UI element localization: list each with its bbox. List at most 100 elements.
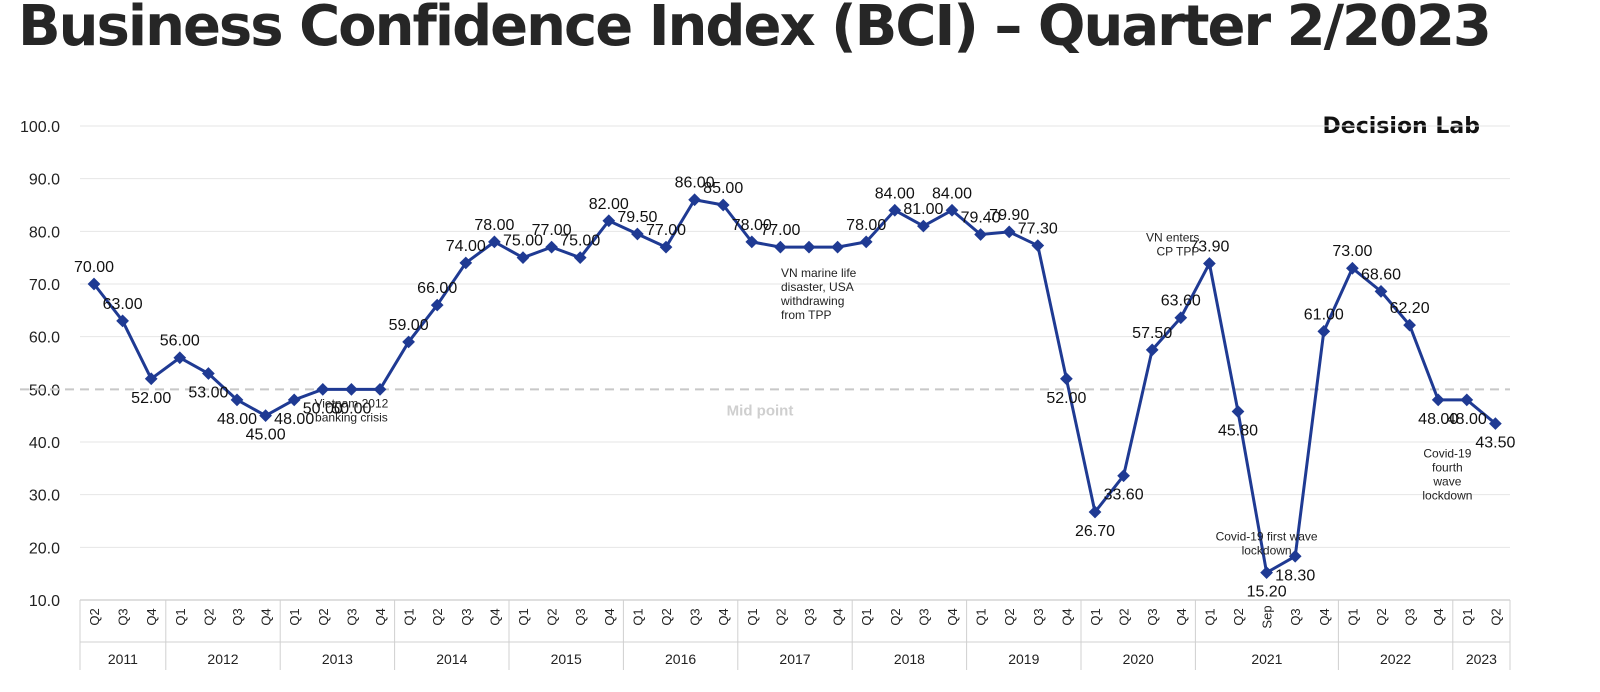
data-point-marker — [516, 251, 530, 265]
y-tick-label: 70.0 — [29, 277, 60, 294]
x-tick-label: Sep — [1260, 605, 1275, 628]
data-point-marker — [802, 240, 816, 254]
data-point-marker — [1431, 393, 1445, 407]
annotation-text: wave — [1432, 475, 1461, 489]
data-label: 75.00 — [503, 233, 543, 250]
data-point-marker — [402, 335, 415, 349]
data-label: 43.50 — [1475, 435, 1515, 452]
x-tick-label: Q3 — [573, 608, 588, 625]
data-label: 70.00 — [74, 259, 114, 276]
data-point-marker — [1317, 325, 1331, 338]
x-tick-label: Q2 — [1488, 608, 1503, 625]
data-label: 52.00 — [131, 390, 171, 407]
midpoint-label: Mid point — [727, 402, 794, 419]
x-tick-label: Q2 — [545, 608, 560, 625]
data-label: 15.20 — [1247, 584, 1287, 601]
annotation-text: banking crisis — [315, 410, 388, 424]
data-point-marker — [1231, 405, 1245, 418]
data-label: 77.00 — [646, 222, 686, 239]
x-tick-label: Q2 — [430, 608, 445, 625]
data-label: 78.00 — [474, 217, 514, 234]
x-tick-label: Q3 — [1403, 608, 1418, 625]
year-label: 2014 — [436, 651, 467, 667]
x-tick-label: Q2 — [201, 608, 216, 625]
data-point-marker — [373, 382, 387, 396]
data-label: 73.90 — [1189, 238, 1229, 255]
data-point-marker — [173, 351, 187, 365]
annotation-text: fourth — [1432, 461, 1463, 475]
x-tick-label: Q4 — [1431, 608, 1446, 625]
data-point-marker — [144, 372, 158, 386]
data-point-marker — [631, 227, 644, 241]
data-point-marker — [430, 298, 444, 312]
year-label: 2019 — [1008, 651, 1039, 667]
data-label: 48.00 — [274, 411, 314, 428]
data-label: 79.90 — [989, 207, 1029, 224]
data-label: 48.00 — [1447, 411, 1487, 428]
annotation-text: lockdown — [1242, 544, 1292, 558]
x-tick-label: Q1 — [287, 608, 302, 625]
y-tick-label: 100.0 — [20, 119, 60, 136]
data-point-marker — [688, 193, 701, 207]
year-label: 2020 — [1123, 651, 1154, 667]
data-label: 63.60 — [1161, 293, 1201, 310]
x-tick-label: Q3 — [1288, 608, 1303, 625]
x-tick-label: Q3 — [688, 608, 703, 625]
data-label: 52.00 — [1046, 390, 1086, 407]
y-tick-label: 50.0 — [29, 382, 60, 399]
data-point-marker — [659, 240, 673, 254]
x-tick-label: Q1 — [1202, 608, 1217, 625]
x-tick-label: Q1 — [745, 608, 760, 625]
data-point-marker — [1260, 566, 1273, 579]
x-tick-label: Q2 — [87, 608, 102, 625]
y-tick-label: 20.0 — [29, 540, 60, 557]
data-label: 81.00 — [903, 201, 943, 218]
x-tick-label: Q1 — [974, 608, 989, 625]
data-label: 77.00 — [760, 222, 800, 239]
data-label: 74.00 — [446, 238, 486, 255]
x-tick-label: Q4 — [831, 608, 846, 625]
x-tick-label: Q1 — [1088, 608, 1103, 625]
data-label: 79.50 — [617, 209, 657, 226]
x-tick-label: Q2 — [659, 608, 674, 625]
year-label: 2022 — [1380, 651, 1411, 667]
data-label: 78.00 — [846, 217, 886, 234]
x-tick-label: Q1 — [402, 608, 417, 625]
y-tick-label: 30.0 — [29, 488, 60, 505]
annotation-text: disaster, USA — [781, 280, 854, 294]
data-label: 18.30 — [1275, 567, 1315, 584]
data-label: 50.00 — [331, 400, 371, 417]
data-label: 86.00 — [675, 175, 715, 192]
x-tick-label: Q3 — [1145, 608, 1160, 625]
data-point-marker — [831, 240, 844, 254]
x-tick-label: Q2 — [1374, 608, 1389, 625]
x-tick-label: Q3 — [230, 608, 245, 625]
annotation-text: VN marine life — [781, 266, 857, 280]
data-point-marker — [287, 393, 301, 407]
x-tick-label: Q1 — [516, 608, 531, 625]
y-tick-label: 40.0 — [29, 435, 60, 452]
data-label: 45.80 — [1218, 422, 1258, 439]
chart-title: Business Confidence Index (BCI) – Quarte… — [18, 0, 1492, 59]
data-label: 57.50 — [1132, 325, 1172, 342]
data-label: 82.00 — [589, 196, 629, 213]
data-label: 84.00 — [875, 185, 915, 202]
data-point-marker — [230, 393, 244, 407]
series-line-bci — [92, 198, 1497, 575]
data-point-marker — [316, 382, 330, 396]
year-label: 2017 — [779, 651, 810, 667]
x-tick-label: Q2 — [888, 608, 903, 625]
year-label: 2023 — [1466, 651, 1497, 667]
data-label: 77.30 — [1018, 221, 1058, 238]
y-tick-label: 10.0 — [29, 593, 60, 610]
x-tick-label: Q1 — [1460, 608, 1475, 625]
data-point-marker — [1031, 239, 1045, 252]
data-label: 77.00 — [532, 222, 572, 239]
x-tick-label: Q2 — [773, 608, 788, 625]
annotation-text: from TPP — [781, 308, 831, 322]
y-tick-label: 80.0 — [29, 224, 60, 241]
x-tick-label: Q4 — [1059, 608, 1074, 625]
x-tick-label: Q4 — [1174, 608, 1189, 625]
x-tick-label: Q3 — [916, 608, 931, 625]
annotation-text: Covid-19 first wave — [1216, 530, 1318, 544]
